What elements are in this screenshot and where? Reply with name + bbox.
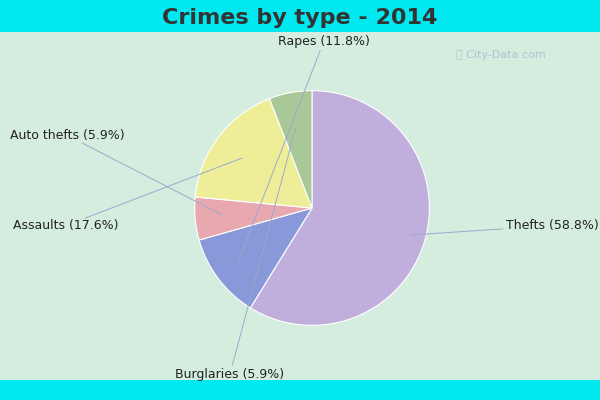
Wedge shape xyxy=(195,99,312,208)
Wedge shape xyxy=(199,208,312,308)
Wedge shape xyxy=(194,197,312,240)
Text: Auto thefts (5.9%): Auto thefts (5.9%) xyxy=(10,129,222,215)
Wedge shape xyxy=(269,91,312,208)
Text: Rapes (11.8%): Rapes (11.8%) xyxy=(238,35,370,262)
Text: Thefts (58.8%): Thefts (58.8%) xyxy=(411,219,598,235)
Text: ⓘ City-Data.com: ⓘ City-Data.com xyxy=(456,50,546,60)
Text: Assaults (17.6%): Assaults (17.6%) xyxy=(13,158,242,232)
Text: Burglaries (5.9%): Burglaries (5.9%) xyxy=(175,128,296,381)
Text: Crimes by type - 2014: Crimes by type - 2014 xyxy=(163,8,437,28)
Wedge shape xyxy=(250,91,430,325)
